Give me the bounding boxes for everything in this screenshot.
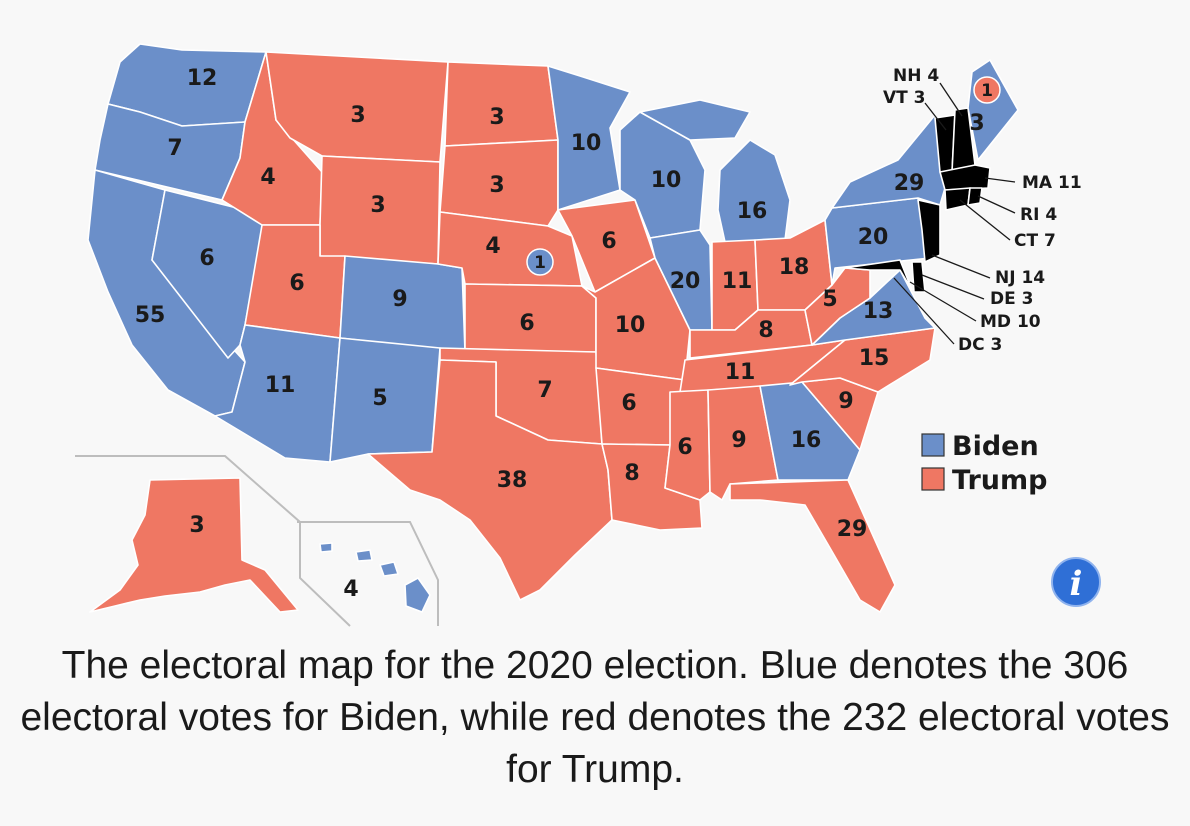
callout-dc: DC 3 <box>958 335 1002 355</box>
callout-leaders <box>893 82 1016 345</box>
ev-label-ny: 29 <box>894 171 925 196</box>
ev-label-ar: 6 <box>621 391 636 416</box>
state-ri[interactable] <box>967 187 983 206</box>
maine-district-dot <box>973 76 1001 104</box>
ev-label-nc: 15 <box>859 346 890 371</box>
callout-nh: NH 4 <box>893 66 939 86</box>
ev-label-me-district: 1 <box>981 81 993 101</box>
ev-label-nd: 3 <box>489 105 504 130</box>
state-wv[interactable] <box>804 267 871 346</box>
ev-label-ne-district: 1 <box>534 253 546 273</box>
callout-ri: RI 4 <box>1020 205 1057 225</box>
ev-label-wi: 10 <box>651 168 682 193</box>
legend-label-trump: Trump <box>952 465 1047 496</box>
ev-label-ga: 16 <box>791 428 822 453</box>
ev-label-az: 11 <box>265 373 296 398</box>
state-hi[interactable] <box>319 542 431 613</box>
electoral-map: 12 7 55 6 4 3 3 6 11 9 5 3 3 4 1 6 7 38 … <box>75 43 1101 627</box>
ev-label-al: 9 <box>731 428 746 453</box>
ev-label-mn: 10 <box>571 131 602 156</box>
ev-label-ia: 6 <box>601 229 616 254</box>
inset-divider-hawaii <box>297 521 439 626</box>
ev-label-il: 20 <box>670 269 701 294</box>
ev-label-ms: 6 <box>677 435 692 460</box>
ev-label-ky: 8 <box>758 318 773 343</box>
ev-label-wa: 12 <box>187 66 218 91</box>
state-mo[interactable] <box>581 257 691 381</box>
ev-label-ks: 6 <box>519 311 534 336</box>
ev-label-wy: 3 <box>370 193 385 218</box>
ev-label-in: 11 <box>722 269 753 294</box>
state-nj[interactable] <box>917 199 941 263</box>
ev-label-mi: 16 <box>737 199 768 224</box>
ev-label-ca: 55 <box>135 303 166 328</box>
state-ct[interactable] <box>944 187 971 211</box>
callout-ma: MA 11 <box>1022 173 1082 193</box>
map-caption: The electoral map for the 2020 election.… <box>20 644 1170 791</box>
state-ak[interactable] <box>89 477 299 613</box>
legend-label-biden: Biden <box>952 431 1039 462</box>
ev-label-ut: 6 <box>289 271 304 296</box>
ev-label-ak: 3 <box>189 513 204 538</box>
ev-label-ne: 4 <box>485 234 500 259</box>
ev-label-sd: 3 <box>489 173 504 198</box>
state-md[interactable] <box>844 259 913 291</box>
ev-label-me: 3 <box>969 111 984 136</box>
callout-labels: NH 4 VT 3 MA 11 RI 4 CT 7 NJ 14 DE 3 MD … <box>883 66 1082 355</box>
ev-label-mo: 10 <box>615 313 646 338</box>
ev-label-nm: 5 <box>372 386 387 411</box>
ev-label-nv: 6 <box>199 246 214 271</box>
ev-label-ok: 7 <box>537 378 552 403</box>
state-sd[interactable] <box>439 139 559 227</box>
ev-label-oh: 18 <box>779 255 810 280</box>
state-mn[interactable] <box>547 65 631 211</box>
ev-label-tx: 38 <box>497 468 528 493</box>
legend: Biden Trump <box>921 431 1047 496</box>
ev-label-wv: 5 <box>822 287 837 312</box>
state-co[interactable] <box>339 255 466 353</box>
callout-nj: NJ 14 <box>995 268 1045 288</box>
ev-label-mt: 3 <box>350 103 365 128</box>
state-tx[interactable] <box>367 359 613 601</box>
callout-ct: CT 7 <box>1014 231 1056 251</box>
state-fl[interactable] <box>729 479 896 613</box>
callout-md: MD 10 <box>980 312 1041 332</box>
ev-label-fl: 29 <box>837 517 868 542</box>
ev-label-la: 8 <box>624 461 639 486</box>
ev-label-sc: 9 <box>838 389 853 414</box>
ev-label-hi: 4 <box>343 577 358 602</box>
state-mi[interactable] <box>717 139 791 243</box>
callout-de: DE 3 <box>990 289 1033 309</box>
info-icon[interactable]: i <box>1051 557 1101 607</box>
electoral-vote-labels: 12 7 55 6 4 3 3 6 11 9 5 3 3 4 1 6 7 38 … <box>135 66 993 602</box>
state-nd[interactable] <box>444 61 559 147</box>
legend-swatch-trump <box>921 467 945 491</box>
svg-text:i: i <box>1070 564 1083 604</box>
ev-label-co: 9 <box>392 287 407 312</box>
nebraska-district-dot <box>526 248 554 276</box>
state-mi-upper[interactable] <box>639 99 751 141</box>
ev-label-id: 4 <box>260 165 275 190</box>
state-ny[interactable] <box>831 114 946 209</box>
callout-vt: VT 3 <box>883 88 926 108</box>
ev-label-tn: 11 <box>725 360 756 385</box>
ev-label-or: 7 <box>167 136 182 161</box>
legend-swatch-biden <box>921 433 945 457</box>
ev-label-va: 13 <box>863 299 894 324</box>
state-me[interactable] <box>967 59 1019 161</box>
ev-label-pa: 20 <box>858 225 889 250</box>
